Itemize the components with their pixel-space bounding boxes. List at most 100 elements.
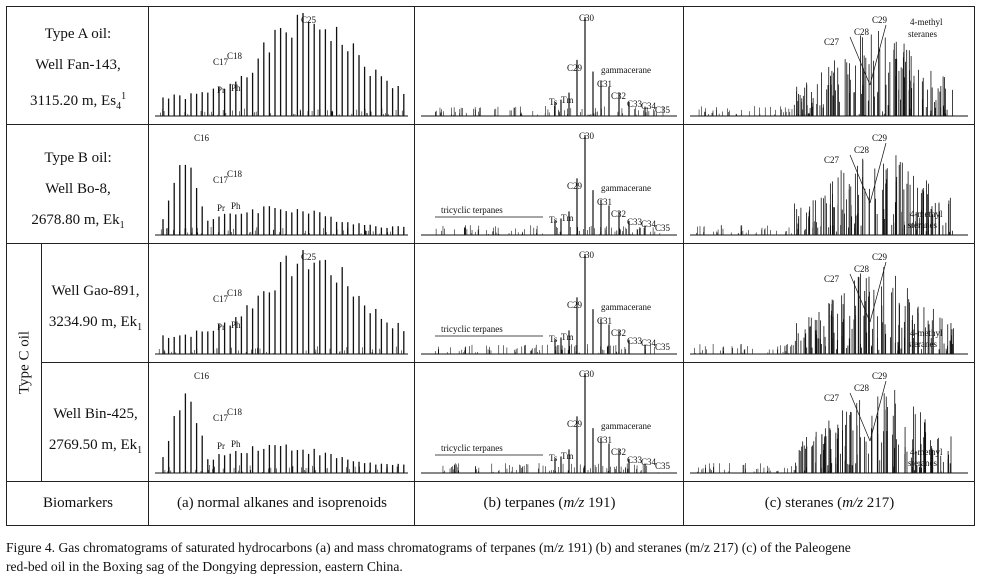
- terpane-label-c34: C34: [641, 338, 657, 348]
- terpane-label-c29: C29: [567, 63, 583, 73]
- cell-c-row3: C27 C28 C29 4-methyl steranes: [683, 243, 975, 363]
- terpane-label-c34: C34: [641, 219, 657, 229]
- terpane-label-c33: C33: [627, 336, 643, 346]
- terpane-label-c29: C29: [567, 181, 583, 191]
- footer-b-pre: (b) terpanes (: [483, 495, 564, 511]
- terpane-label-c34: C34: [641, 457, 657, 467]
- terpane-label-c32: C32: [611, 447, 626, 457]
- terpane-label-tricyclic: tricyclic terpanes: [441, 443, 503, 453]
- terpane-label-c31: C31: [597, 316, 612, 326]
- cell-a-row3: C25 C17 C18 Pr Ph: [148, 243, 415, 363]
- sterane-bracket: [849, 36, 871, 86]
- sterane-label-methyl2: steranes: [908, 458, 937, 468]
- terpane-label-c35: C35: [655, 223, 671, 233]
- sterane-bracket: [869, 380, 887, 442]
- row-b-label-line1: Type B oil:: [44, 150, 112, 166]
- sterane-label-methyl1: 4-methyl: [910, 209, 943, 219]
- cell-b-row3: C30 C29 C31 gammacerane Ts Tm C32 C33 C34 C35 tric…: [414, 243, 684, 363]
- sterane-bracket: [869, 261, 887, 323]
- cell-c-row2: C27 C28 C29 4-methyl steranes: [683, 124, 975, 244]
- terpane-label-c29: C29: [567, 300, 583, 310]
- alkane-label-main: C16: [194, 133, 210, 143]
- alkane-label-c18: C18: [227, 407, 243, 417]
- terpane-label-c31: C31: [597, 435, 612, 445]
- terpane-label-tricyclic: tricyclic terpanes: [441, 205, 503, 215]
- terpane-label-c33: C33: [627, 217, 643, 227]
- terpane-label-c33: C33: [627, 455, 643, 465]
- alkane-label-pr: Pr: [217, 441, 225, 451]
- cell-b-row2: C30 C29 C31 gammacerane Ts Tm C32 C33 C34 C35 tric…: [414, 124, 684, 244]
- row-a-label-line1: Type A oil:: [44, 26, 112, 42]
- terpane-label-c32: C32: [611, 328, 626, 338]
- sterane-bracket: [849, 392, 871, 442]
- sterane-label-c28: C28: [854, 145, 870, 155]
- terpane-label-c31: C31: [597, 197, 612, 207]
- cell-b-row4: C30 C29 C31 gammacerane Ts Tm C32 C33 C34 C35 tric…: [414, 362, 684, 482]
- alkane-label-c17: C17: [213, 175, 229, 185]
- row-c1-label-cell: Well Gao-891, 3234.90 m, Ek1: [41, 243, 149, 363]
- row-a-depth: 3115.20 m, Es: [29, 93, 117, 109]
- sterane-bracket: [869, 142, 887, 204]
- sterane-label-c29: C29: [872, 371, 888, 381]
- sterane-label-c27: C27: [824, 393, 840, 403]
- terpane-label-tm: Tm: [561, 451, 574, 461]
- terpane-label-ts: Ts: [549, 215, 558, 225]
- alkane-label-c17: C17: [213, 57, 229, 67]
- sterane-bracket: [849, 273, 871, 323]
- sterane-label-methyl1: 4-methyl: [910, 447, 943, 457]
- footer-c-mz: m/z: [842, 495, 864, 511]
- footer-a-cell: (a) normal alkanes and isoprenoids: [148, 481, 415, 526]
- row-c1-depth: 3234.90 m, Ek: [48, 314, 138, 330]
- sterane-label-methyl1: 4-methyl: [910, 328, 943, 338]
- alkane-label-c18: C18: [227, 288, 243, 298]
- cell-c-row1: C27 C28 C29 4-methyl steranes: [683, 6, 975, 125]
- alkane-label-c18: C18: [227, 51, 243, 61]
- row-c1-sub: 1: [137, 322, 143, 333]
- sterane-label-methyl1: 4-methyl: [910, 17, 943, 27]
- sterane-label-methyl2: steranes: [908, 339, 937, 349]
- sterane-bracket: [869, 24, 887, 86]
- sterane-label-c29: C29: [872, 252, 888, 262]
- terpane-label-c34: C34: [641, 101, 657, 111]
- terpane-label-ts: Ts: [549, 453, 558, 463]
- row-b-label-line2: Well Bo-8,: [45, 181, 111, 197]
- alkane-label-c17: C17: [213, 294, 229, 304]
- cell-a-row2: C16 C17 C18 Pr Ph: [148, 124, 415, 244]
- caption-line-2: red-bed oil in the Boxing sag of the Don…: [6, 559, 403, 574]
- row-b-label-cell: Type B oil: Well Bo-8, 2678.80 m, Ek1: [6, 124, 149, 244]
- footer-c-pre: (c) steranes (: [764, 495, 843, 511]
- footer-col-b: (b) terpanes (m/z 191): [415, 482, 684, 524]
- alkane-label-main: C25: [301, 252, 317, 262]
- row-a-label-line3: 3115.20 m, Es41: [7, 81, 149, 122]
- row-c1-label-line1: Well Gao-891,: [51, 283, 140, 299]
- alkane-label-pr: Pr: [217, 322, 225, 332]
- sterane-label-methyl2: steranes: [908, 220, 937, 230]
- terpane-label-gammacerane: gammacerane: [601, 421, 651, 431]
- terpane-label-ts: Ts: [549, 334, 558, 344]
- footer-biomarkers-cell: Biomarkers: [6, 481, 149, 526]
- row-a-label-line2: Well Fan-143,: [35, 57, 121, 73]
- terpane-label-c33: C33: [627, 99, 643, 109]
- footer-c-cell: (c) steranes (m/z 217): [683, 481, 975, 526]
- alkane-label-ph: Ph: [231, 439, 241, 449]
- row-b-depth: 2678.80 m, Ek: [31, 212, 120, 228]
- sterane-label-c28: C28: [854, 27, 870, 37]
- terpane-label-tm: Tm: [561, 213, 574, 223]
- terpane-label-c35: C35: [655, 105, 671, 115]
- alkane-label-pr: Pr: [217, 203, 225, 213]
- terpane-label-c30: C30: [579, 250, 595, 260]
- terpane-label-tm: Tm: [561, 332, 574, 342]
- terpane-label-tm: Tm: [561, 95, 574, 105]
- type-c-cell: Type C oil: [6, 243, 42, 482]
- sterane-label-c27: C27: [824, 155, 840, 165]
- cell-c-row4: C27 C28 C29 4-methyl steranes: [683, 362, 975, 482]
- alkane-label-main: C25: [301, 15, 317, 25]
